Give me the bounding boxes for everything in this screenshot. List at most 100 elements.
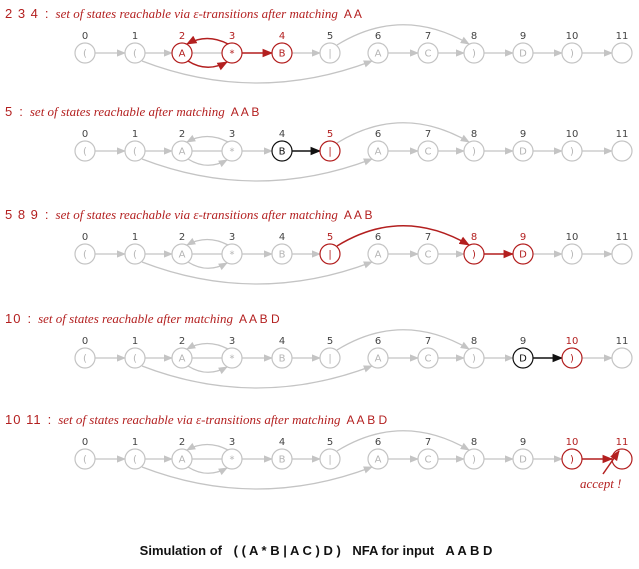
state-index: 5 (327, 129, 333, 140)
state-glyph: ( (83, 49, 87, 60)
state-glyph: | (328, 455, 331, 466)
state-glyph: ( (83, 250, 87, 261)
nfa-edge (186, 442, 229, 451)
state-index: 11 (616, 336, 629, 347)
nfa-states: 0 (1 (2 A 3 * 4 B 5 | 6 A 7 C 8) 9 D 10) 11 (74, 336, 633, 369)
state-index: 7 (425, 129, 431, 140)
state-index: 8 (471, 232, 477, 243)
state-glyph: ) (570, 250, 574, 261)
state-glyph: A (179, 147, 186, 158)
state-index: 3 (229, 232, 235, 243)
state-glyph: B (279, 49, 286, 60)
state-glyph: ( (133, 250, 137, 261)
title-line: Simulation of ( ( A * B | A C ) D ) NFA … (140, 543, 493, 558)
state-node (74, 448, 96, 470)
state-node (367, 140, 389, 162)
state-node (74, 140, 96, 162)
nfa-edge (336, 24, 470, 46)
state-glyph: ) (472, 49, 476, 60)
state-node (611, 140, 633, 162)
simulation-panel: 5 8 9: set of states reachable via ε-tran… (5, 207, 633, 285)
state-node (463, 347, 485, 369)
state-node (417, 140, 439, 162)
state-index: 11 (616, 232, 629, 243)
state-index: 4 (279, 31, 285, 42)
state-node (561, 448, 583, 470)
nfa-edge (336, 122, 470, 144)
nfa-states: 0 (1 (2 A 3 * 4 B 5 | 6 A 7 C 8) 9 D 10) 11 (74, 31, 633, 64)
nfa-edge (141, 365, 373, 389)
state-node (367, 42, 389, 64)
state-glyph: C (425, 455, 432, 466)
state-glyph: * (230, 354, 235, 365)
reached-state-list: 10 (5, 311, 21, 326)
state-index: 3 (229, 129, 235, 140)
state-glyph: ) (472, 354, 476, 365)
state-node (611, 448, 633, 470)
reached-state-list: 5 8 9 (5, 207, 39, 222)
state-glyph: B (279, 455, 286, 466)
state-glyph: ( (83, 455, 87, 466)
state-index: 1 (132, 129, 138, 140)
state-index: 4 (279, 232, 285, 243)
state-node (171, 347, 193, 369)
state-node (124, 448, 146, 470)
nfa-edge (141, 158, 373, 182)
state-index: 9 (520, 232, 526, 243)
state-node (512, 42, 534, 64)
state-node (221, 448, 243, 470)
state-index: 2 (179, 232, 185, 243)
state-node (319, 42, 341, 64)
state-glyph: A (179, 250, 186, 261)
state-node (512, 243, 534, 265)
state-glyph: ) (570, 455, 574, 466)
nfa-states: 0 (1 (2 A 3 * 4 B 5 | 6 A 7 C 8) 9 D 10) 11 (74, 129, 633, 162)
accept-label: accept ! (580, 476, 622, 491)
state-node (271, 347, 293, 369)
state-index: 6 (375, 232, 381, 243)
state-index: 1 (132, 437, 138, 448)
state-glyph: D (519, 455, 527, 466)
state-glyph: A (375, 250, 382, 261)
state-glyph: ) (570, 354, 574, 365)
state-glyph: ( (83, 354, 87, 365)
state-index: 4 (279, 129, 285, 140)
state-glyph: C (425, 250, 432, 261)
state-index: 4 (279, 437, 285, 448)
reached-state-list: 2 3 4 (5, 6, 39, 21)
nfa-edge (141, 60, 373, 84)
caption-colon: : (19, 104, 24, 119)
state-index: 6 (375, 336, 381, 347)
panel-caption: 10 11: set of states reachable via ε-tran… (5, 412, 388, 427)
state-index: 10 (566, 336, 579, 347)
state-index: 3 (229, 437, 235, 448)
state-node (367, 347, 389, 369)
caption-input-prefix: A A B (231, 105, 260, 119)
panel-caption: 5: set of states reachable after matching… (5, 104, 259, 119)
state-glyph: B (279, 354, 286, 365)
state-glyph: ( (133, 49, 137, 60)
state-node (74, 243, 96, 265)
state-index: 2 (179, 437, 185, 448)
state-node (221, 347, 243, 369)
state-node (561, 243, 583, 265)
state-glyph: ( (133, 354, 137, 365)
state-node (512, 140, 534, 162)
state-index: 2 (179, 31, 185, 42)
state-glyph: A (375, 354, 382, 365)
state-index: 7 (425, 336, 431, 347)
state-glyph: | (328, 250, 331, 261)
state-index: 9 (520, 336, 526, 347)
state-glyph: * (230, 147, 235, 158)
state-index: 0 (82, 437, 88, 448)
state-index: 1 (132, 336, 138, 347)
state-index: 11 (616, 437, 629, 448)
state-glyph: C (425, 354, 432, 365)
state-index: 8 (471, 437, 477, 448)
nfa-edge (336, 329, 470, 351)
state-node (561, 42, 583, 64)
state-node (319, 243, 341, 265)
state-index: 11 (616, 129, 629, 140)
figure-title: Simulation of ( ( A * B | A C ) D ) NFA … (140, 543, 493, 558)
